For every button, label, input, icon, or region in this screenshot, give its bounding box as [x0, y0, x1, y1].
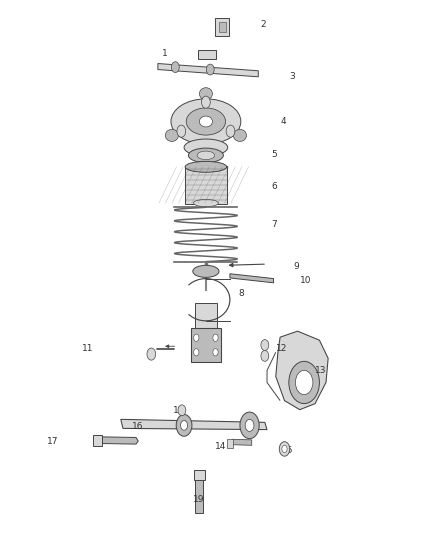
Ellipse shape	[184, 139, 228, 156]
Ellipse shape	[199, 116, 212, 127]
FancyBboxPatch shape	[219, 22, 226, 31]
Circle shape	[206, 64, 214, 75]
Circle shape	[201, 96, 210, 108]
Ellipse shape	[171, 99, 241, 144]
Ellipse shape	[233, 130, 247, 141]
FancyBboxPatch shape	[194, 470, 205, 480]
Polygon shape	[158, 63, 258, 77]
Polygon shape	[121, 419, 267, 430]
FancyBboxPatch shape	[198, 50, 215, 59]
Ellipse shape	[197, 151, 215, 159]
Circle shape	[213, 334, 218, 342]
FancyBboxPatch shape	[215, 18, 229, 36]
Circle shape	[261, 351, 269, 361]
Circle shape	[245, 419, 254, 431]
FancyBboxPatch shape	[185, 166, 227, 204]
Polygon shape	[232, 439, 252, 445]
FancyBboxPatch shape	[195, 479, 203, 513]
FancyBboxPatch shape	[191, 328, 220, 362]
Circle shape	[171, 62, 179, 72]
Text: 1: 1	[162, 50, 168, 58]
Text: 13: 13	[315, 366, 327, 375]
Text: 6: 6	[272, 182, 277, 191]
FancyBboxPatch shape	[195, 303, 217, 341]
Text: 2: 2	[261, 20, 266, 29]
Circle shape	[194, 334, 199, 342]
Circle shape	[213, 349, 218, 356]
Text: 14: 14	[215, 442, 226, 451]
Polygon shape	[276, 331, 328, 410]
Ellipse shape	[193, 265, 219, 277]
FancyBboxPatch shape	[227, 439, 233, 448]
Ellipse shape	[188, 148, 223, 163]
Text: 7: 7	[272, 220, 277, 229]
Circle shape	[177, 125, 186, 137]
Ellipse shape	[199, 88, 212, 100]
Text: 5: 5	[272, 150, 277, 159]
Text: 8: 8	[239, 289, 244, 298]
Ellipse shape	[186, 108, 226, 135]
Ellipse shape	[185, 161, 226, 172]
Text: 17: 17	[46, 437, 58, 446]
Circle shape	[180, 421, 187, 430]
Circle shape	[176, 415, 192, 436]
Text: 12: 12	[276, 344, 287, 353]
Text: 18: 18	[173, 406, 185, 415]
Text: 9: 9	[293, 262, 299, 271]
Text: 10: 10	[300, 276, 311, 285]
Circle shape	[147, 348, 155, 360]
Circle shape	[240, 412, 259, 439]
Circle shape	[295, 370, 313, 394]
FancyBboxPatch shape	[93, 435, 102, 446]
Circle shape	[261, 340, 269, 351]
Circle shape	[178, 405, 186, 416]
Polygon shape	[230, 274, 274, 283]
Polygon shape	[101, 437, 138, 444]
Circle shape	[226, 125, 235, 137]
Text: 3: 3	[289, 72, 295, 80]
Circle shape	[194, 349, 199, 356]
Text: 15: 15	[283, 446, 294, 455]
Text: 4: 4	[280, 117, 286, 126]
Ellipse shape	[165, 130, 178, 141]
Circle shape	[279, 442, 290, 456]
Circle shape	[289, 361, 319, 403]
Text: 19: 19	[193, 495, 204, 504]
Text: 11: 11	[81, 344, 93, 353]
Text: 16: 16	[132, 422, 143, 431]
Circle shape	[282, 445, 287, 453]
Ellipse shape	[194, 199, 219, 207]
